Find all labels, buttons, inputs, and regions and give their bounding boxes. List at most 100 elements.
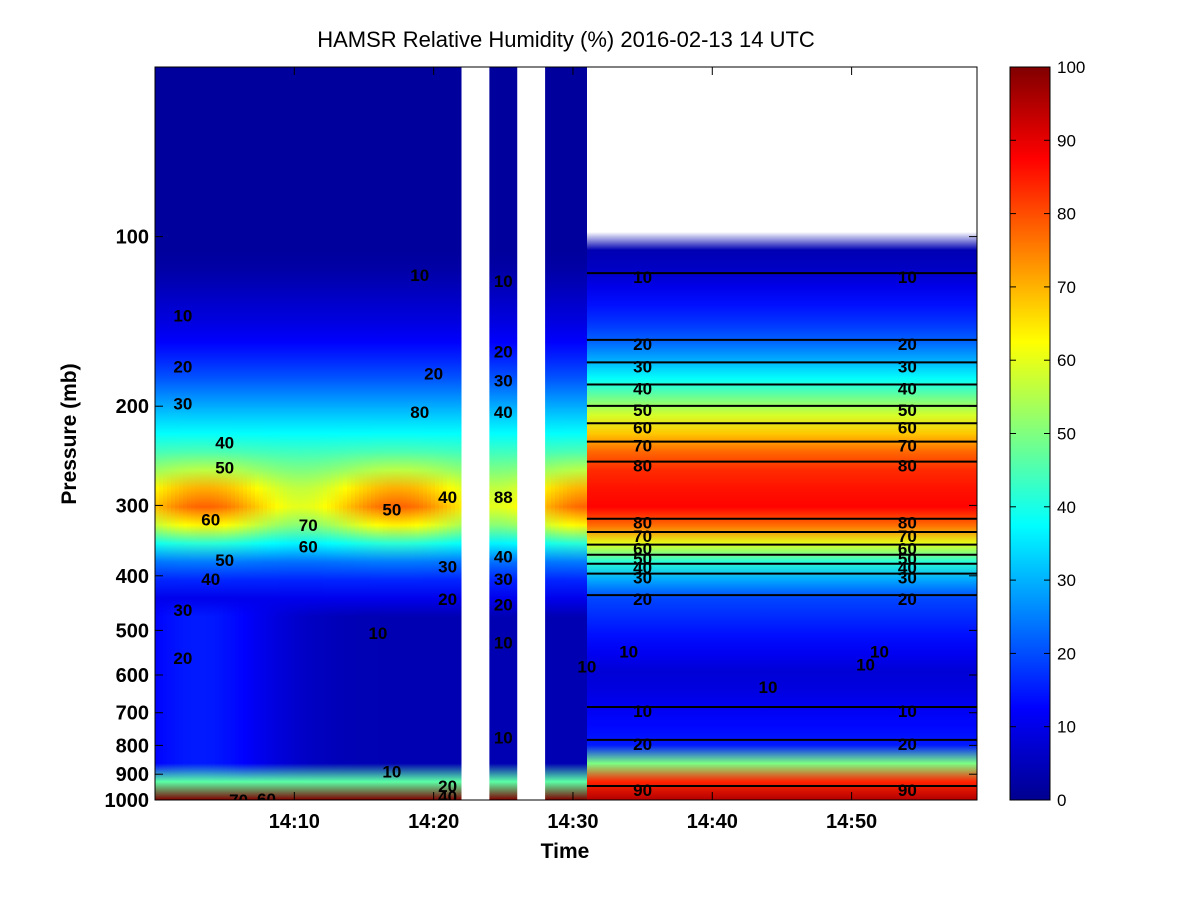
heatmap-column (819, 67, 824, 800)
heatmap-column (595, 67, 600, 800)
x-axis-ticks: 14:10 14:20 14:30 14:40 14:50 (269, 67, 877, 833)
heatmap-column (647, 67, 652, 800)
heatmap-column (971, 67, 976, 800)
heatmap-column (507, 67, 512, 800)
heatmap-column (311, 67, 316, 800)
heatmap-column (887, 67, 892, 800)
heatmap-column (279, 67, 284, 800)
heatmap-column (611, 67, 616, 800)
heatmap-column (791, 67, 796, 800)
contour-label: 80 (410, 403, 429, 422)
heatmap-column (623, 67, 628, 800)
heatmap-column (351, 67, 356, 800)
contour-label: 60 (898, 540, 917, 559)
heatmap-columns (155, 67, 977, 800)
heatmap-column (891, 67, 896, 800)
contour-label: 10 (856, 656, 875, 675)
heatmap-column (399, 67, 404, 800)
heatmap-column (499, 67, 504, 800)
heatmap-column (355, 67, 360, 800)
contour-label: 10 (173, 306, 192, 325)
contour-label: 20 (494, 343, 513, 362)
contour-label: 40 (215, 434, 234, 453)
contour-label: 10 (494, 633, 513, 652)
heatmap-column (387, 67, 392, 800)
heatmap-column (335, 67, 340, 800)
heatmap-column (271, 67, 276, 800)
heatmap-column (671, 67, 676, 800)
contour-label: 60 (299, 538, 318, 557)
heatmap-column (375, 67, 380, 800)
contour-label: 30 (173, 601, 192, 620)
colorbar-tick-label: 50 (1057, 425, 1076, 444)
heatmap-column (915, 67, 920, 800)
colorbar-tick-label: 90 (1057, 131, 1076, 150)
heatmap-column (591, 67, 596, 800)
heatmap-column (883, 67, 888, 800)
heatmap-column (699, 67, 704, 800)
contour-label: 80 (633, 514, 652, 533)
contour-label: 40 (494, 548, 513, 567)
heatmap-column (547, 67, 552, 800)
heatmap-column (415, 67, 420, 800)
heatmap-column (923, 67, 928, 800)
contour-label: 10 (577, 658, 596, 677)
heatmap-column (155, 67, 160, 800)
heatmap-column (635, 67, 640, 800)
contour-label: 88 (494, 488, 513, 507)
contour-label: 30 (494, 570, 513, 589)
heatmap-column (255, 67, 260, 800)
heatmap-column (879, 67, 884, 800)
heatmap-column (275, 67, 280, 800)
heatmap-column (287, 67, 292, 800)
colorbar-tick-label: 60 (1057, 351, 1076, 370)
contour-label: 60 (257, 790, 276, 809)
heatmap-column (551, 67, 556, 800)
heatmap-column (871, 67, 876, 800)
heatmap-column (767, 67, 772, 800)
heatmap-column (919, 67, 924, 800)
colorbar: 0 10 20 30 40 50 60 70 80 90 100 (1009, 58, 1085, 810)
heatmap-column (679, 67, 684, 800)
heatmap-column (963, 67, 968, 800)
heatmap-column (667, 67, 672, 800)
contour-label: 40 (898, 559, 917, 578)
heatmap-column (259, 67, 264, 800)
contour-label: 10 (633, 268, 652, 287)
heatmap-column (975, 67, 977, 800)
contour-label: 10 (619, 642, 638, 661)
contour-label: 10 (898, 268, 917, 287)
heatmap-column (295, 67, 300, 800)
heatmap-column (735, 67, 740, 800)
heatmap-column (159, 67, 164, 800)
heatmap-column (779, 67, 784, 800)
contour-label: 30 (633, 357, 652, 376)
heatmap-column (939, 67, 944, 800)
heatmap-column (967, 67, 972, 800)
x-tick-label: 14:30 (547, 811, 598, 833)
colorbar-tick-label: 80 (1057, 205, 1076, 224)
heatmap-column (323, 67, 328, 800)
heatmap-column (395, 67, 400, 800)
heatmap-column (895, 67, 900, 800)
heatmap-column (823, 67, 828, 800)
heatmap-column (543, 67, 548, 800)
contour-label: 20 (173, 649, 192, 668)
y-tick-label: 200 (116, 396, 149, 418)
heatmap-column (411, 67, 416, 800)
heatmap-column (571, 67, 576, 800)
heatmap-column (251, 67, 256, 800)
contour-label: 70 (898, 437, 917, 456)
heatmap-column (263, 67, 268, 800)
plot-frame (154, 66, 978, 801)
y-tick-label: 900 (116, 764, 149, 786)
data-gaps (461, 67, 546, 800)
colorbar-tick-label: 20 (1057, 644, 1076, 663)
heatmap-column (947, 67, 952, 800)
x-tick-label: 14:10 (269, 811, 320, 833)
heatmap-column (459, 67, 464, 800)
y-tick-label: 300 (116, 495, 149, 517)
heatmap-column (267, 67, 272, 800)
